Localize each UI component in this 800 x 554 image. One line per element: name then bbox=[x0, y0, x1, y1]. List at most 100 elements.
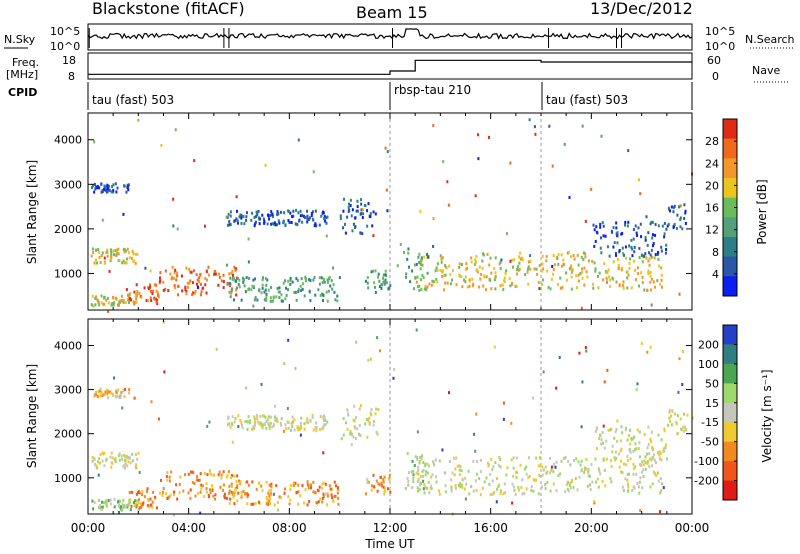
data-cell bbox=[496, 477, 499, 481]
data-cell bbox=[523, 491, 526, 495]
data-cell bbox=[152, 289, 155, 293]
data-cell bbox=[259, 421, 262, 425]
data-cell bbox=[442, 288, 445, 292]
data-cell bbox=[605, 439, 608, 443]
colorbar-segment bbox=[723, 237, 737, 258]
data-cell bbox=[461, 285, 464, 289]
data-cell bbox=[632, 466, 635, 470]
data-cell bbox=[240, 421, 243, 425]
data-cell bbox=[181, 289, 184, 293]
data-cell bbox=[250, 427, 253, 431]
data-cell bbox=[641, 253, 644, 257]
data-cell bbox=[474, 479, 477, 483]
data-cell bbox=[278, 286, 281, 290]
noise-cell bbox=[332, 266, 335, 270]
data-cell bbox=[416, 486, 419, 490]
data-cell bbox=[280, 417, 283, 421]
data-cell bbox=[278, 495, 281, 499]
data-cell bbox=[611, 276, 614, 280]
data-cell bbox=[642, 475, 645, 479]
data-cell bbox=[328, 484, 331, 488]
noise-cell bbox=[602, 234, 605, 238]
data-cell bbox=[125, 257, 128, 261]
noise-cell bbox=[215, 347, 218, 351]
data-cell bbox=[134, 261, 137, 265]
data-cell bbox=[153, 283, 156, 287]
data-cell bbox=[240, 490, 243, 494]
data-cell bbox=[300, 289, 303, 293]
data-cell bbox=[117, 252, 120, 256]
data-cell bbox=[587, 470, 590, 474]
data-cell bbox=[537, 464, 540, 468]
noise-cell bbox=[260, 382, 263, 386]
data-cell bbox=[660, 438, 663, 442]
data-cell bbox=[301, 484, 304, 488]
noise-cell bbox=[150, 400, 153, 404]
data-cell bbox=[165, 474, 168, 478]
data-cell bbox=[252, 278, 255, 282]
data-cell bbox=[640, 271, 643, 275]
data-cell bbox=[552, 254, 555, 258]
data-cell bbox=[129, 461, 132, 465]
data-cell bbox=[306, 217, 309, 221]
data-cell bbox=[231, 492, 234, 496]
data-cell bbox=[561, 285, 564, 289]
data-cell bbox=[388, 478, 391, 482]
data-cell bbox=[518, 255, 521, 259]
data-cell bbox=[650, 458, 653, 462]
noise-cell bbox=[160, 143, 163, 147]
data-cell bbox=[229, 276, 232, 280]
data-cell bbox=[258, 289, 261, 293]
data-cell bbox=[228, 223, 231, 227]
noise-cell bbox=[532, 396, 535, 400]
data-cell bbox=[347, 206, 350, 210]
data-cell bbox=[200, 483, 203, 487]
data-cell bbox=[267, 491, 270, 495]
data-cell bbox=[426, 486, 429, 490]
data-cell bbox=[229, 223, 232, 227]
data-cell bbox=[123, 463, 126, 467]
data-cell bbox=[115, 297, 118, 301]
data-cell bbox=[593, 228, 596, 232]
data-cell bbox=[641, 460, 644, 464]
noise-cell bbox=[640, 342, 643, 346]
noise-cell bbox=[534, 132, 537, 136]
data-cell bbox=[572, 254, 575, 258]
data-cell bbox=[409, 280, 412, 284]
data-cell bbox=[114, 182, 117, 186]
data-cell bbox=[129, 498, 132, 502]
noise-cell bbox=[636, 382, 639, 386]
data-cell bbox=[311, 217, 314, 221]
noise-cell bbox=[225, 263, 228, 267]
data-cell bbox=[289, 498, 292, 502]
data-cell bbox=[369, 411, 372, 415]
data-cell bbox=[297, 289, 300, 293]
data-cell bbox=[604, 234, 607, 238]
data-cell bbox=[284, 223, 287, 227]
data-cell bbox=[155, 283, 158, 287]
data-cell bbox=[644, 238, 647, 242]
data-cell bbox=[322, 279, 325, 283]
noise-cell bbox=[312, 170, 315, 174]
data-cell bbox=[384, 273, 387, 277]
data-cell bbox=[254, 296, 257, 300]
data-cell bbox=[309, 299, 312, 303]
data-cell bbox=[248, 276, 251, 280]
data-cell bbox=[421, 273, 424, 277]
data-cell bbox=[138, 491, 141, 495]
data-cell bbox=[94, 187, 97, 191]
data-cell bbox=[656, 279, 659, 283]
data-cell bbox=[104, 392, 107, 396]
data-cell bbox=[265, 426, 268, 430]
data-cell bbox=[622, 280, 625, 284]
data-cell bbox=[468, 284, 471, 288]
data-cell bbox=[511, 482, 514, 486]
data-cell bbox=[155, 300, 158, 304]
data-cell bbox=[115, 248, 118, 252]
data-cell bbox=[196, 278, 199, 282]
data-cell bbox=[260, 424, 263, 428]
data-cell bbox=[314, 209, 317, 213]
data-cell bbox=[379, 475, 382, 479]
data-cell bbox=[97, 390, 100, 394]
